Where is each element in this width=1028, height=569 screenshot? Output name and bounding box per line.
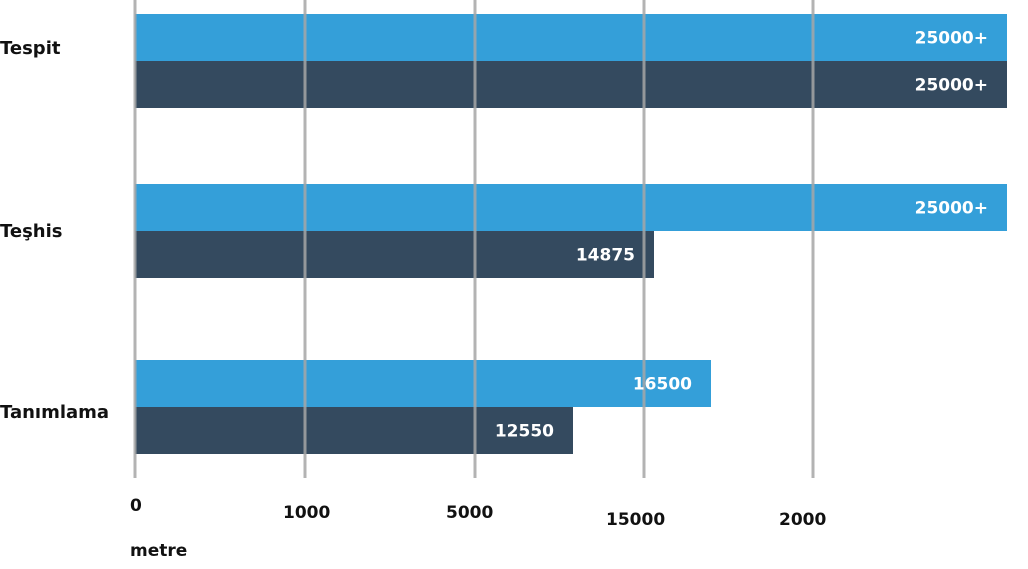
x-tick-label-0: 0	[130, 496, 142, 516]
bar-value-label-tespit-series-1: 25000+	[915, 29, 988, 49]
bar-value-label-tanimlama-series-2: 12550	[495, 422, 554, 442]
bar-value-label-teshis-series-2: 14875	[576, 246, 635, 266]
bar-teshis-series-1	[135, 184, 1007, 231]
bar-tespit-series-1	[135, 14, 1007, 61]
x-tick-label-5000: 5000	[446, 503, 494, 523]
category-label-tespit: Tespit	[0, 38, 61, 59]
bar-value-label-teshis-series-1: 25000+	[915, 199, 988, 219]
bar-labels-layer: 25000+ 25000+ 25000+ 14875 16500 12550	[495, 29, 988, 442]
x-tick-label-2000: 2000	[779, 510, 827, 530]
bar-value-label-tespit-series-2: 25000+	[915, 76, 988, 96]
category-label-tanimlama: Tanımlama	[0, 402, 110, 423]
bars-layer	[135, 14, 1007, 454]
bar-teshis-series-2	[135, 231, 654, 278]
bar-value-label-tanimlama-series-1: 16500	[633, 375, 692, 395]
gridlines-layer	[133, 0, 815, 478]
bar-tespit-series-2	[135, 61, 1007, 108]
category-label-teshis: Teşhis	[0, 221, 63, 242]
x-tick-label-15000: 15000	[606, 510, 666, 530]
x-axis-title: metre	[130, 541, 188, 561]
bar-tanimlama-series-2	[135, 407, 573, 454]
x-tick-label-1000: 1000	[283, 503, 331, 523]
bar-tanimlama-series-1	[135, 360, 711, 407]
